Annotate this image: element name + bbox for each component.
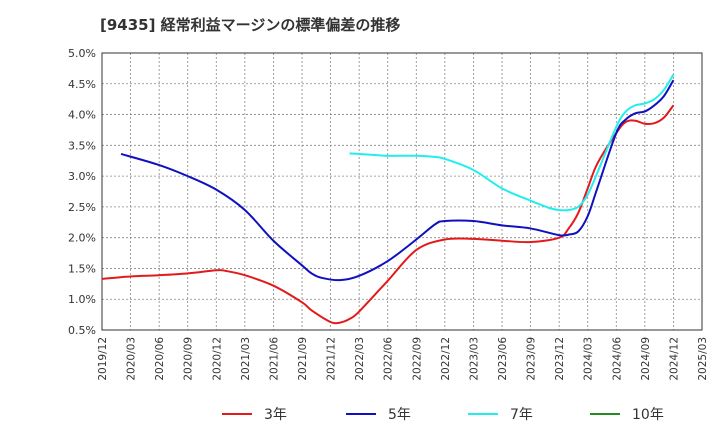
y-tick-label: 5.0% xyxy=(68,47,96,60)
legend-label-4: 10年 xyxy=(632,407,664,423)
y-tick-label: 4.0% xyxy=(68,109,96,122)
x-tick-label: 2020/03 xyxy=(126,337,138,381)
legend-label-3: 7年 xyxy=(510,407,533,423)
x-tick-label: 2020/09 xyxy=(183,337,195,381)
x-tick-label: 2025/03 xyxy=(697,337,709,381)
series-line-2 xyxy=(120,79,675,282)
x-tick-label: 2024/09 xyxy=(640,337,652,381)
y-tick-label: 4.5% xyxy=(68,78,96,91)
y-tick-label: 3.5% xyxy=(68,139,96,152)
plot-frame xyxy=(101,52,703,331)
x-tick-label: 2022/03 xyxy=(354,337,366,381)
series-lines xyxy=(101,74,675,325)
x-tick-label: 2020/12 xyxy=(211,337,223,381)
x-tick-label: 2024/06 xyxy=(611,337,623,381)
series-line-1 xyxy=(101,104,675,325)
legend-label-1: 3年 xyxy=(264,407,287,423)
x-tick-label: 2021/06 xyxy=(268,337,280,381)
y-tick-label: 2.5% xyxy=(68,201,96,214)
y-tick-label: 1.5% xyxy=(68,262,96,275)
x-tick-label: 2021/12 xyxy=(326,337,338,381)
x-tick-label: 2024/12 xyxy=(668,337,680,381)
y-tick-label: 2.0% xyxy=(68,232,96,245)
x-tick-label: 2022/12 xyxy=(440,337,452,381)
chart-title: [9435] 経常利益マージンの標準偏差の推移 xyxy=(100,16,401,34)
y-tick-label: 0.5% xyxy=(68,324,96,337)
y-tick-label: 3.0% xyxy=(68,170,96,183)
x-tick-label: 2019/12 xyxy=(97,337,109,381)
series-line-3 xyxy=(349,74,675,212)
y-tick-label: 1.0% xyxy=(68,293,96,306)
legend: 3年 5年 7年 10年 xyxy=(222,407,664,423)
x-tick-label: 2021/03 xyxy=(240,337,252,381)
legend-label-2: 5年 xyxy=(388,407,411,423)
x-tick-label: 2022/06 xyxy=(383,337,395,381)
grid xyxy=(102,53,702,330)
x-tick-label: 2023/03 xyxy=(468,337,480,381)
x-tick-label: 2023/09 xyxy=(526,337,538,381)
x-tick-label: 2023/06 xyxy=(497,337,509,381)
x-tick-label: 2021/09 xyxy=(297,337,309,381)
x-tick-label: 2020/06 xyxy=(154,337,166,381)
x-tick-label: 2023/12 xyxy=(554,337,566,381)
axes: 0.5% 1.0% 1.5% 2.0% 2.5% 3.0% 3.5% 4.0% 4.5% 5.0%… xyxy=(68,47,709,381)
x-tick-label: 2024/03 xyxy=(583,337,595,381)
x-tick-label: 2022/09 xyxy=(411,337,423,381)
